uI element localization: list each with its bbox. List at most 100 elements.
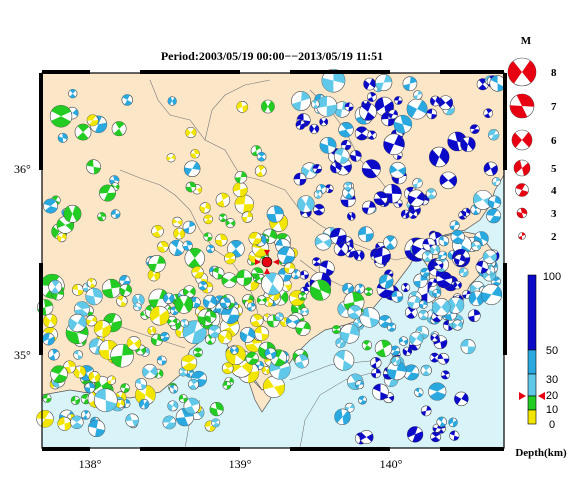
mechanism-symbol [49,105,73,128]
mechanism-symbol [256,295,267,306]
mechanism-symbol [472,189,493,210]
mechanism-symbol [310,99,320,109]
mechanism-symbol [372,383,389,401]
mechanism-symbol [71,283,84,296]
mechanism-symbol [208,324,222,338]
mechanism-symbol [447,296,465,314]
mechanism-symbol [73,365,87,379]
mechanism-symbol [460,136,476,153]
mechanism-symbol [383,133,405,156]
mechanism-symbol [358,226,374,243]
colorbar-shallow-green [527,395,537,411]
mechanism-symbol [333,241,349,257]
mechanism-symbol [125,413,139,428]
mechanism-symbol [246,302,256,312]
mechanism-symbol [184,247,205,269]
mechanism-symbol [349,150,362,162]
mechanism-symbol [56,232,67,243]
mechanism-symbol [329,227,347,245]
mechanism-symbol [486,208,502,224]
mechanism-symbol [106,375,117,385]
mechanism-symbol [363,77,376,91]
mechanism-symbol [206,244,215,254]
mechanism-symbol [312,257,322,267]
mechanism-symbol [254,326,270,341]
mechanism-symbol [68,89,78,99]
mechanism-symbol [432,288,442,298]
magnitude-legend-label: 6 [551,135,557,147]
mechanism-symbol [438,250,448,260]
mechanism-symbol [515,183,529,197]
mechanism-symbol [448,417,458,428]
mechanism-symbol [70,415,84,429]
mechanism-symbol [183,397,201,415]
colorbar-mid-shallow [527,373,537,397]
mechanism-symbol [212,267,225,280]
mechanism-symbol [80,410,91,420]
mechanism-symbol [142,363,158,380]
colorbar-label-10: 10 [546,404,558,416]
mechanism-symbol [215,192,231,208]
mechanism-symbol [418,300,428,309]
magnitude-legend-label: 3 [551,208,557,220]
mechanism-symbol [48,279,63,294]
mechanism-symbol [291,91,311,111]
mechanism-symbol [429,352,440,363]
mechanism-symbol [342,282,354,295]
mechanism-symbol [185,126,197,139]
mechanism-symbol [347,304,362,320]
mechanism-symbol [340,139,352,151]
mechanism-symbol [204,310,217,323]
mechanism-symbol [185,181,197,193]
mechanism-symbol [333,349,355,371]
mechanism-symbol [359,102,377,121]
mechanism-symbol [148,255,166,273]
mechanism-symbol [120,383,130,393]
mechanism-symbol [359,430,374,445]
mechanism-symbol [449,220,460,231]
mechanism-symbol [321,68,346,93]
mechanism-symbol [133,302,142,312]
mechanism-symbol [426,108,438,120]
mechanism-symbol [193,347,203,358]
mechanism-symbol [149,305,170,326]
mechanism-symbol [428,277,438,287]
mechanism-symbol [42,393,52,403]
colorbar-label-0: 0 [549,419,555,431]
mechanism-symbol [221,272,238,288]
mechanism-symbol [293,172,307,186]
mechanism-symbol [160,331,170,342]
magnitude-legend-header: M [521,35,532,47]
mechanism-symbol [203,232,213,242]
mechanism-symbol [347,211,356,221]
mechanism-symbol [420,267,430,278]
mechanism-symbol [135,384,156,406]
mechanism-symbol [414,387,424,398]
mechanism-symbol [440,370,450,380]
lat-tick-35: 35° [14,348,31,362]
mechanism-symbol [188,378,199,390]
mechanism-symbol [391,290,404,303]
mechanism-symbol [483,161,498,176]
selected-event-marker [255,250,279,274]
mechanism-symbol [309,123,320,134]
mechanism-symbol [355,380,365,390]
mechanism-symbol [156,355,167,366]
mechanism-symbol [511,129,533,151]
mechanism-symbol [316,95,338,117]
mechanism-symbol [245,351,259,365]
mechanism-symbol [344,402,355,413]
mechanism-symbol [366,92,377,102]
mechanism-symbol [339,323,360,344]
mechanism-symbol [413,90,423,100]
magnitude-legend: M 8 7 6 5 4 3 2 [507,35,557,243]
mechanism-symbol [169,384,179,394]
mechanism-symbol [430,431,442,443]
mechanism-symbol [460,339,476,355]
mechanism-symbol [261,99,275,114]
mechanism-symbol [150,333,164,346]
mechanism-symbol [229,345,239,355]
mechanism-symbol [215,233,228,247]
mechanism-symbol [101,278,122,299]
mechanism-symbol [344,102,354,112]
